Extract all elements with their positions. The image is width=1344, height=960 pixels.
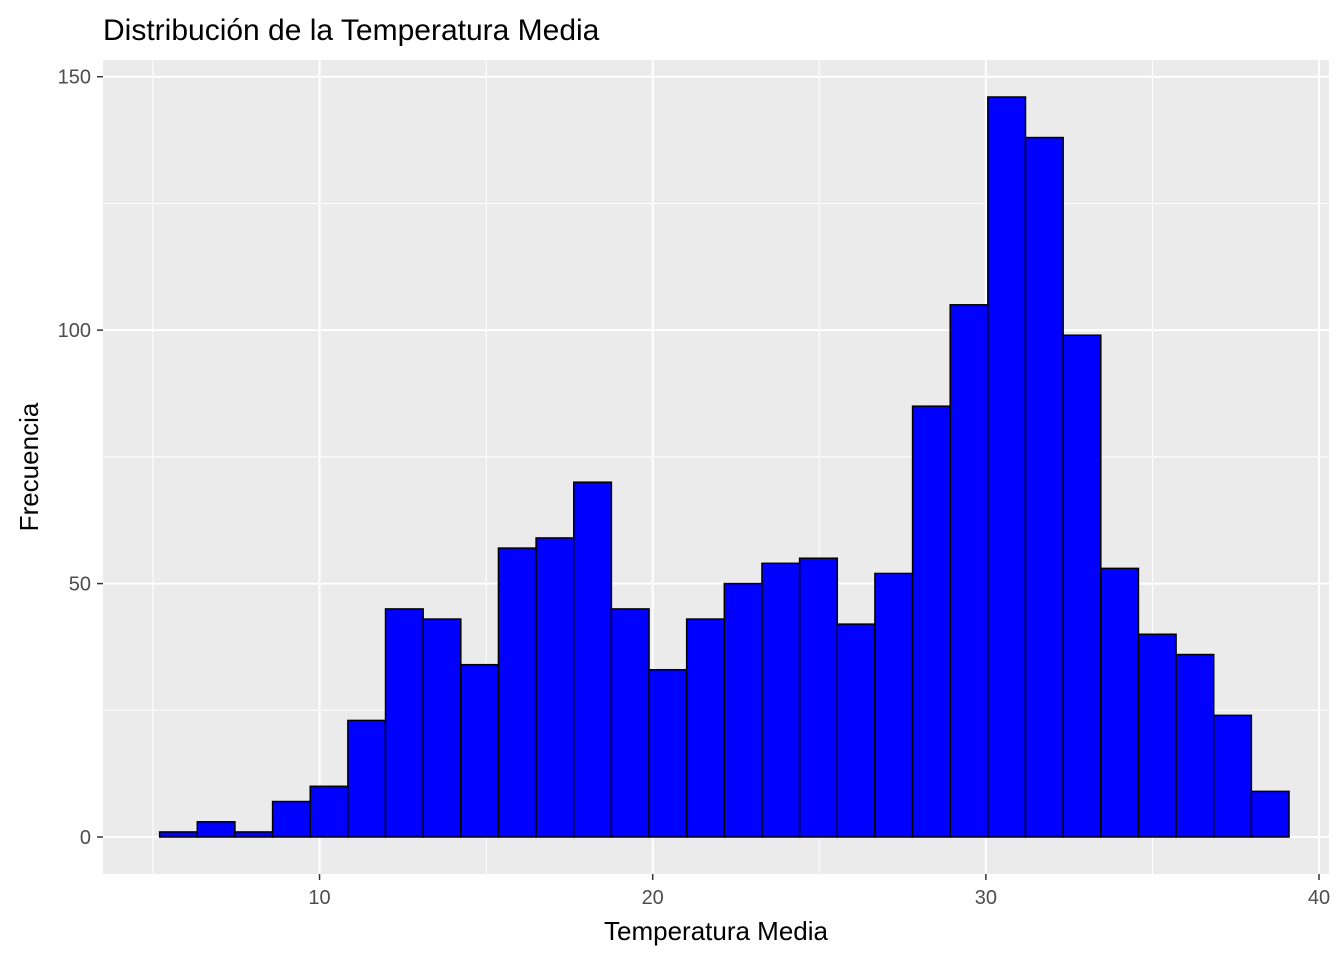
histogram-bar <box>911 405 951 838</box>
histogram-bar <box>685 618 726 838</box>
minor-gridlines <box>103 60 1329 874</box>
histogram-bar <box>1212 714 1253 838</box>
x-tick-label: 30 <box>975 887 997 909</box>
histogram-bar <box>1137 633 1177 838</box>
histogram-bar <box>234 831 274 838</box>
histogram-bar <box>648 668 688 838</box>
x-tick-label: 40 <box>1308 887 1330 909</box>
y-tick-label: 100 <box>58 320 91 342</box>
y-tick-label: 150 <box>58 67 91 89</box>
histogram-bar <box>347 719 387 838</box>
histogram-bar <box>271 800 311 838</box>
histogram-bar <box>196 821 236 838</box>
histogram-bar <box>949 304 989 838</box>
histogram-bars <box>158 96 1290 838</box>
y-tick-label: 0 <box>80 827 91 849</box>
histogram-bar <box>384 608 424 838</box>
histogram-bar <box>1062 334 1102 838</box>
histogram-bar <box>1250 790 1290 838</box>
histogram-bar <box>874 572 914 838</box>
histogram-bar <box>309 785 349 838</box>
y-axis-title: Frecuencia <box>14 402 44 531</box>
histogram-bar <box>460 663 500 838</box>
x-tick-label: 10 <box>308 887 330 909</box>
histogram-bar <box>723 582 763 838</box>
histogram-bar <box>1024 136 1064 838</box>
histogram-bar <box>610 608 650 838</box>
chart-title: Distribución de la Temperatura Media <box>103 14 600 47</box>
histogram-bar <box>761 562 801 838</box>
histogram-bar <box>497 547 537 838</box>
histogram-bar <box>1100 567 1140 838</box>
y-axis: 0 50 100 150 <box>58 67 103 849</box>
histogram-bar <box>535 537 575 838</box>
x-tick-label: 20 <box>642 887 664 909</box>
x-axis: 10 20 30 40 <box>308 874 1330 909</box>
histogram-bar <box>422 618 462 838</box>
y-tick-label: 50 <box>69 574 91 596</box>
histogram-bar <box>1175 653 1215 838</box>
histogram-bar <box>798 557 839 838</box>
histogram-bar <box>572 481 613 838</box>
histogram-bar <box>987 96 1027 838</box>
histogram-bar <box>158 831 199 838</box>
histogram-bar <box>836 623 876 838</box>
x-axis-title: Temperatura Media <box>604 916 829 946</box>
